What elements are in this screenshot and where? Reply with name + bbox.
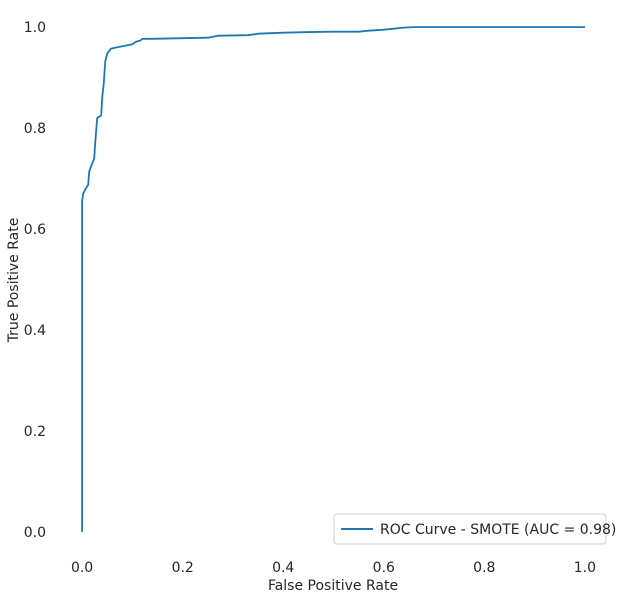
x-tick-label: 0.4	[272, 560, 294, 576]
y-tick-label: 0.4	[24, 323, 46, 339]
x-tick-label: 1.0	[574, 560, 596, 576]
x-tick-label: 0.8	[473, 560, 495, 576]
legend-box	[333, 513, 607, 545]
roc-series-line	[81, 26, 585, 532]
legend: ROC Curve - SMOTE (AUC = 0.98)	[333, 513, 616, 545]
y-axis: 0.0 0.2 0.4 0.6 0.8 1.0	[24, 20, 46, 541]
y-tick-label: 0.2	[24, 424, 46, 440]
x-tick-label: 0.2	[172, 560, 194, 576]
x-axis: 0.0 0.2 0.4 0.6 0.8 1.0	[71, 560, 596, 576]
x-tick-label: 0.6	[373, 560, 395, 576]
y-tick-label: 0.0	[24, 525, 46, 541]
y-axis-label: True Positive Rate	[6, 218, 22, 344]
y-tick-label: 0.8	[24, 121, 46, 137]
y-tick-label: 1.0	[24, 20, 46, 36]
x-axis-label: False Positive Rate	[268, 578, 398, 594]
y-tick-label: 0.6	[24, 222, 46, 238]
legend-entry-label: ROC Curve - SMOTE (AUC = 0.98)	[380, 522, 616, 538]
plot-area	[81, 26, 585, 532]
x-tick-label: 0.0	[71, 560, 93, 576]
